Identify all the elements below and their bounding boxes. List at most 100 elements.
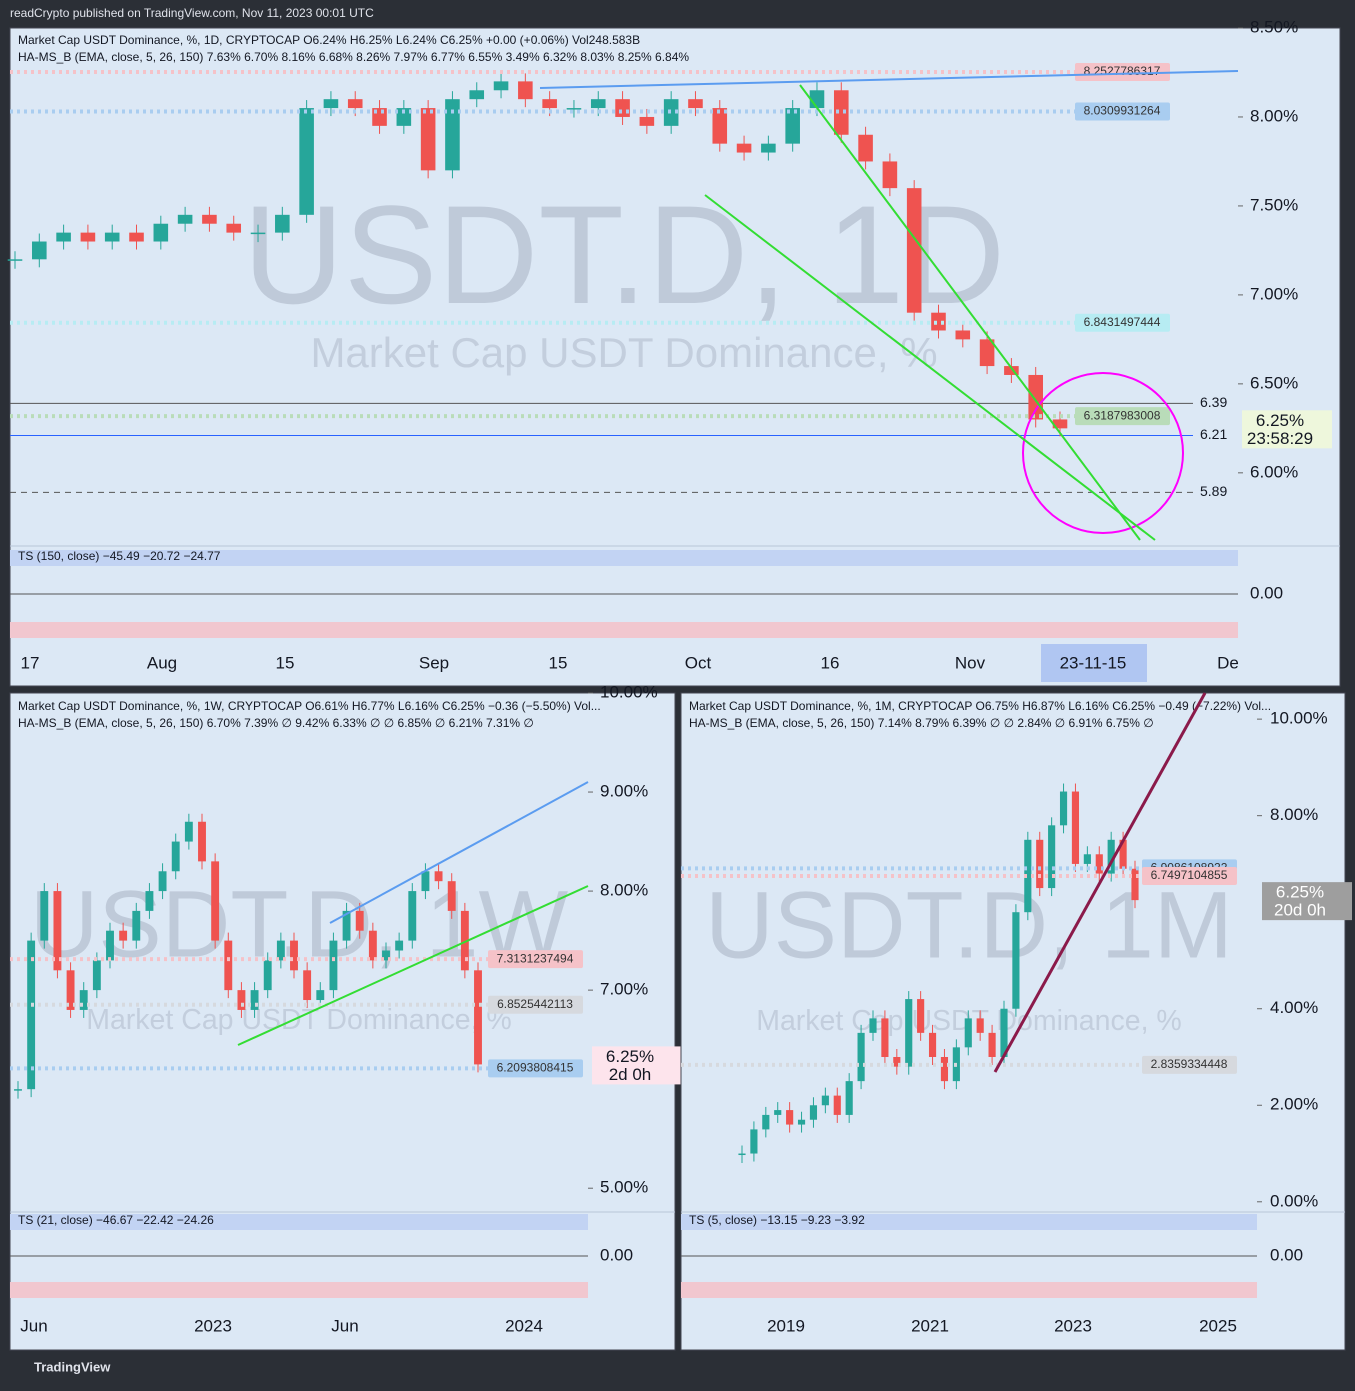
x-tick-label: 2019 [767,1316,805,1335]
countdown: 2d 0h [609,1065,652,1084]
candle [395,940,404,951]
candle [250,990,259,1010]
oscillator-band [10,550,1238,566]
price-label-box [488,995,583,1014]
candle [40,891,49,941]
candle [303,970,312,1001]
candle [738,1153,746,1156]
y-tick-label: 2.00% [1270,1095,1318,1114]
price-label: 6.3187983008 [1084,408,1161,422]
y-tick-label: 6.00% [1250,462,1298,481]
candle [1052,419,1068,429]
x-tick-label: 23-11-15 [1060,653,1127,672]
candle [917,999,925,1033]
candle [785,108,800,144]
trend-line [799,84,1141,541]
candle [382,950,390,961]
trend-line [993,692,1207,1073]
price-label: 6.2093808415 [497,1061,574,1075]
oscillator-band [681,1214,1257,1230]
candle [964,1018,972,1048]
price-label: 8.0309931264 [1084,104,1161,118]
legend: Market Cap USDT Dominance, %, 1M, CRYPTO… [689,699,1271,713]
x-tick-label: 2023 [194,1316,232,1335]
y-tick-label: 7.00% [1250,284,1298,303]
price-label: 2.8359334448 [1151,1057,1228,1071]
candle [542,99,557,109]
candle [928,1032,937,1057]
candle [1024,839,1032,913]
candle [750,1129,758,1154]
candle [342,910,351,941]
candle [7,259,23,261]
legend: HA-MS_B (EMA, close, 5, 26, 150) 7.14% 8… [689,716,1154,730]
candle [329,940,338,991]
footer: TradingView [34,1359,111,1374]
candle [1000,1008,1008,1057]
y-tick-label: 8.00% [1270,805,1318,824]
y-tick-label: 0.00% [1270,1191,1318,1210]
watermark-subtitle: Market Cap USDT Dominance, % [86,1004,512,1036]
candle [905,999,913,1067]
candle [421,871,430,892]
legend: Market Cap USDT Dominance, %, 1D, CRYPTO… [18,33,640,47]
price-label: 7.3131237494 [497,951,574,965]
y-tick-label: 7.00% [600,980,648,999]
x-tick-label: Oct [685,653,712,672]
header: readCrypto published on TradingView.com,… [10,6,374,20]
candle [590,99,606,109]
candle [712,108,728,144]
panel [9,692,676,1351]
candle [224,940,233,991]
candle [1048,825,1056,889]
candle [906,188,922,313]
candle [447,881,456,911]
y-tick-label: 8.00% [1250,106,1298,125]
oscillator-tick-label: 0.00 [1270,1245,1303,1264]
candle [809,90,825,109]
candle [92,960,101,991]
x-tick-label: 2025 [1199,1316,1237,1335]
candle [104,232,120,242]
candle [1028,374,1043,420]
candle [761,143,776,153]
candle [774,1110,782,1115]
candle [226,223,242,233]
candle [177,214,193,224]
legend: Market Cap USDT Dominance, %, 1W, CRYPTO… [18,699,601,713]
candle [882,161,898,189]
oscillator-band [10,1214,588,1230]
candle [158,871,167,892]
price-label: 6.7497104855 [1151,868,1228,882]
trend-line [237,885,589,1046]
legend: HA-MS_B (EMA, close, 5, 26, 150) 7.63% 6… [18,50,689,64]
candle [129,232,144,242]
candle [171,841,180,872]
candle [119,930,128,941]
cursor-date-box [1041,644,1147,682]
x-tick-label: 2023 [1054,1316,1092,1335]
watermark: USDT.D, 1W [30,872,569,978]
candle [469,90,485,100]
candle [408,891,417,941]
panel [680,692,1346,1351]
last-price-box [1242,410,1332,449]
watermark: USDT.D, 1D [243,176,1005,333]
candle [1119,839,1127,869]
candle [931,312,946,331]
candle [821,1095,829,1106]
candle [368,930,377,961]
x-tick-label: 15 [276,653,295,672]
candle [881,1018,889,1057]
candle [106,930,114,961]
price-label-box [1075,313,1170,332]
y-tick-label: 8.00% [600,881,648,900]
trend-line [704,194,1156,541]
level-label: 5.89 [1200,483,1227,499]
candle [988,1032,996,1057]
oscillator-tick-label: 0.00 [600,1245,633,1264]
candle [1083,854,1091,864]
candle [762,1114,770,1130]
x-tick-label: 16 [821,653,840,672]
